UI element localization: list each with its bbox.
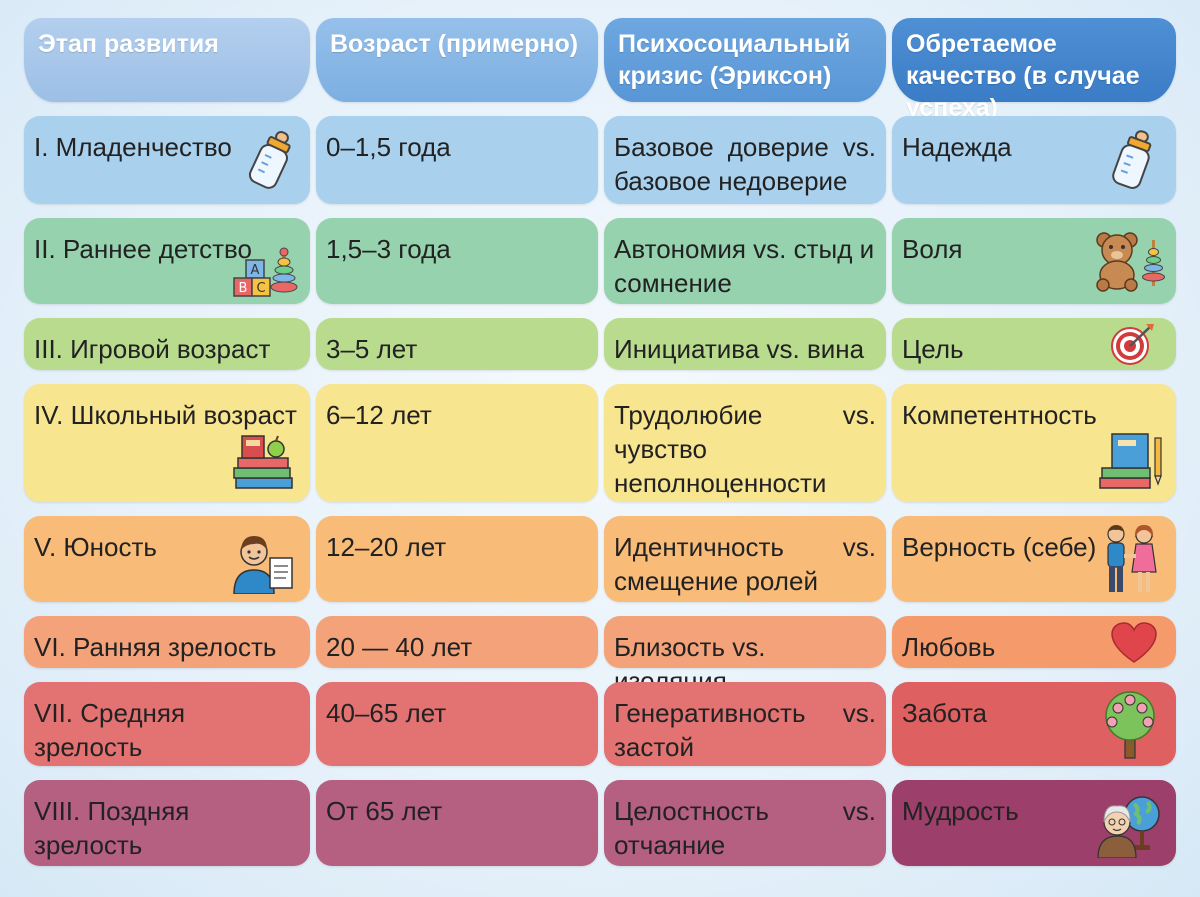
target-icon <box>1111 324 1154 365</box>
crisis-label: Инициатива vs. вина <box>614 334 865 364</box>
age-cell: 1,5–3 года <box>316 218 598 304</box>
crisis-cell: Трудолюбие vs. чувство неполноценности <box>604 384 886 502</box>
age-label: 40–65 лет <box>326 698 447 728</box>
erikson-stages-table: Этап развития Возраст (примерно) Психосо… <box>24 18 1176 880</box>
stage-cell: III. Игровой возраст <box>24 318 310 370</box>
quality-cell: Надежда <box>892 116 1176 204</box>
age-label: 12–20 лет <box>326 532 447 562</box>
quality-label: Воля <box>902 234 963 264</box>
family-tree-icon <box>1105 691 1155 759</box>
stage-cell: VII. Средняя зрелость <box>24 682 310 766</box>
stage-cell: VIII. Поздняя зрелость <box>24 780 310 866</box>
quality-label: Мудрость <box>902 796 1019 826</box>
crisis-label: Целостность vs. отчаяние <box>614 796 876 860</box>
crisis-label: Трудолюбие vs. чувство неполноценности <box>614 400 876 498</box>
quality-cell: Верность (себе) <box>892 516 1176 602</box>
quality-cell: Воля <box>892 218 1176 304</box>
quality-label: Надежда <box>902 132 1012 162</box>
abc-blocks-icon: A B C <box>233 247 298 297</box>
crisis-cell: Близость vs. изоляция <box>604 616 886 696</box>
age-cell: 40–65 лет <box>316 682 598 766</box>
quality-label: Верность (себе) <box>902 532 1097 562</box>
age-cell: 3–5 лет <box>316 318 598 370</box>
stage-cell: II. Раннее детство A B C <box>24 218 310 304</box>
crisis-cell: Идентичность vs. смещение ролей <box>604 516 886 602</box>
stage-label: VII. Средняя зрелость <box>34 698 186 762</box>
crisis-cell: Базовое доверие vs. базовое недоверие <box>604 116 886 204</box>
crisis-cell: Генеративность vs. застой <box>604 682 886 766</box>
age-label: От 65 лет <box>326 796 443 826</box>
crisis-cell: Автономия vs. стыд и сомнение <box>604 218 886 304</box>
quality-cell: Забота <box>892 682 1176 766</box>
age-label: 3–5 лет <box>326 334 418 364</box>
age-cell: 0–1,5 года <box>316 116 598 204</box>
stage-cell: I. Младенчество <box>24 116 310 204</box>
stage-cell: V. Юность <box>24 516 310 602</box>
stage-label: III. Игровой возраст <box>34 334 271 364</box>
age-label: 6–12 лет <box>326 400 432 430</box>
svg-text:A: A <box>251 263 260 278</box>
svg-text:B: B <box>239 281 248 296</box>
crisis-label: Идентичность vs. смещение ролей <box>614 532 876 596</box>
quality-label: Любовь <box>902 632 996 662</box>
quality-label: Компетентность <box>902 400 1097 430</box>
heart-icon <box>1111 622 1157 663</box>
quality-cell: Мудрость <box>892 780 1176 866</box>
baby-bottle-icon <box>1112 130 1152 189</box>
crisis-cell: Целостность vs. отчаяние <box>604 780 886 866</box>
quality-cell: Компетентность <box>892 384 1176 502</box>
crisis-label: Генеративность vs. застой <box>614 698 876 762</box>
teddy-bear-icon <box>1096 232 1165 292</box>
svg-text:C: C <box>256 281 265 296</box>
age-cell: 6–12 лет <box>316 384 598 502</box>
age-label: 0–1,5 года <box>326 132 451 162</box>
age-cell: 12–20 лет <box>316 516 598 602</box>
quality-cell: Любовь <box>892 616 1176 668</box>
stage-label: I. Младенчество <box>34 132 232 162</box>
stage-cell: IV. Школьный возраст <box>24 384 310 502</box>
stage-label: II. Раннее детство <box>34 234 252 264</box>
crisis-cell: Инициатива vs. вина <box>604 318 886 370</box>
age-label: 1,5–3 года <box>326 234 451 264</box>
couple-icon <box>1107 525 1157 592</box>
crisis-label: Базовое доверие vs. базовое недоверие <box>614 132 876 196</box>
age-cell: От 65 лет <box>316 780 598 866</box>
quality-label: Забота <box>902 698 988 728</box>
quality-label: Цель <box>902 334 964 364</box>
stage-label: V. Юность <box>34 532 157 562</box>
age-cell: 20 — 40 лет <box>316 616 598 668</box>
books-apple-icon <box>233 435 293 489</box>
age-label: 20 — 40 лет <box>326 632 473 662</box>
baby-bottle-icon <box>248 131 291 189</box>
books-pencil-icon <box>1099 433 1162 489</box>
header-quality: Обретаемое качество (в случае успеха) <box>892 18 1176 122</box>
stage-label: IV. Школьный возраст <box>34 400 297 430</box>
stage-label: VIII. Поздняя зрелость <box>34 796 190 860</box>
quality-cell: Цель <box>892 318 1176 370</box>
stage-label: VI. Ранняя зрелость <box>34 632 277 662</box>
header-age: Возраст (примерно) <box>316 18 598 102</box>
header-crisis: Психосоциальный кризис (Эриксон) <box>604 18 886 102</box>
elder-globe-icon <box>1097 796 1160 858</box>
crisis-label: Автономия vs. стыд и сомнение <box>614 234 875 298</box>
stage-cell: VI. Ранняя зрелость <box>24 616 310 668</box>
teen-student-icon <box>233 536 293 594</box>
header-stage: Этап развития <box>24 18 310 102</box>
